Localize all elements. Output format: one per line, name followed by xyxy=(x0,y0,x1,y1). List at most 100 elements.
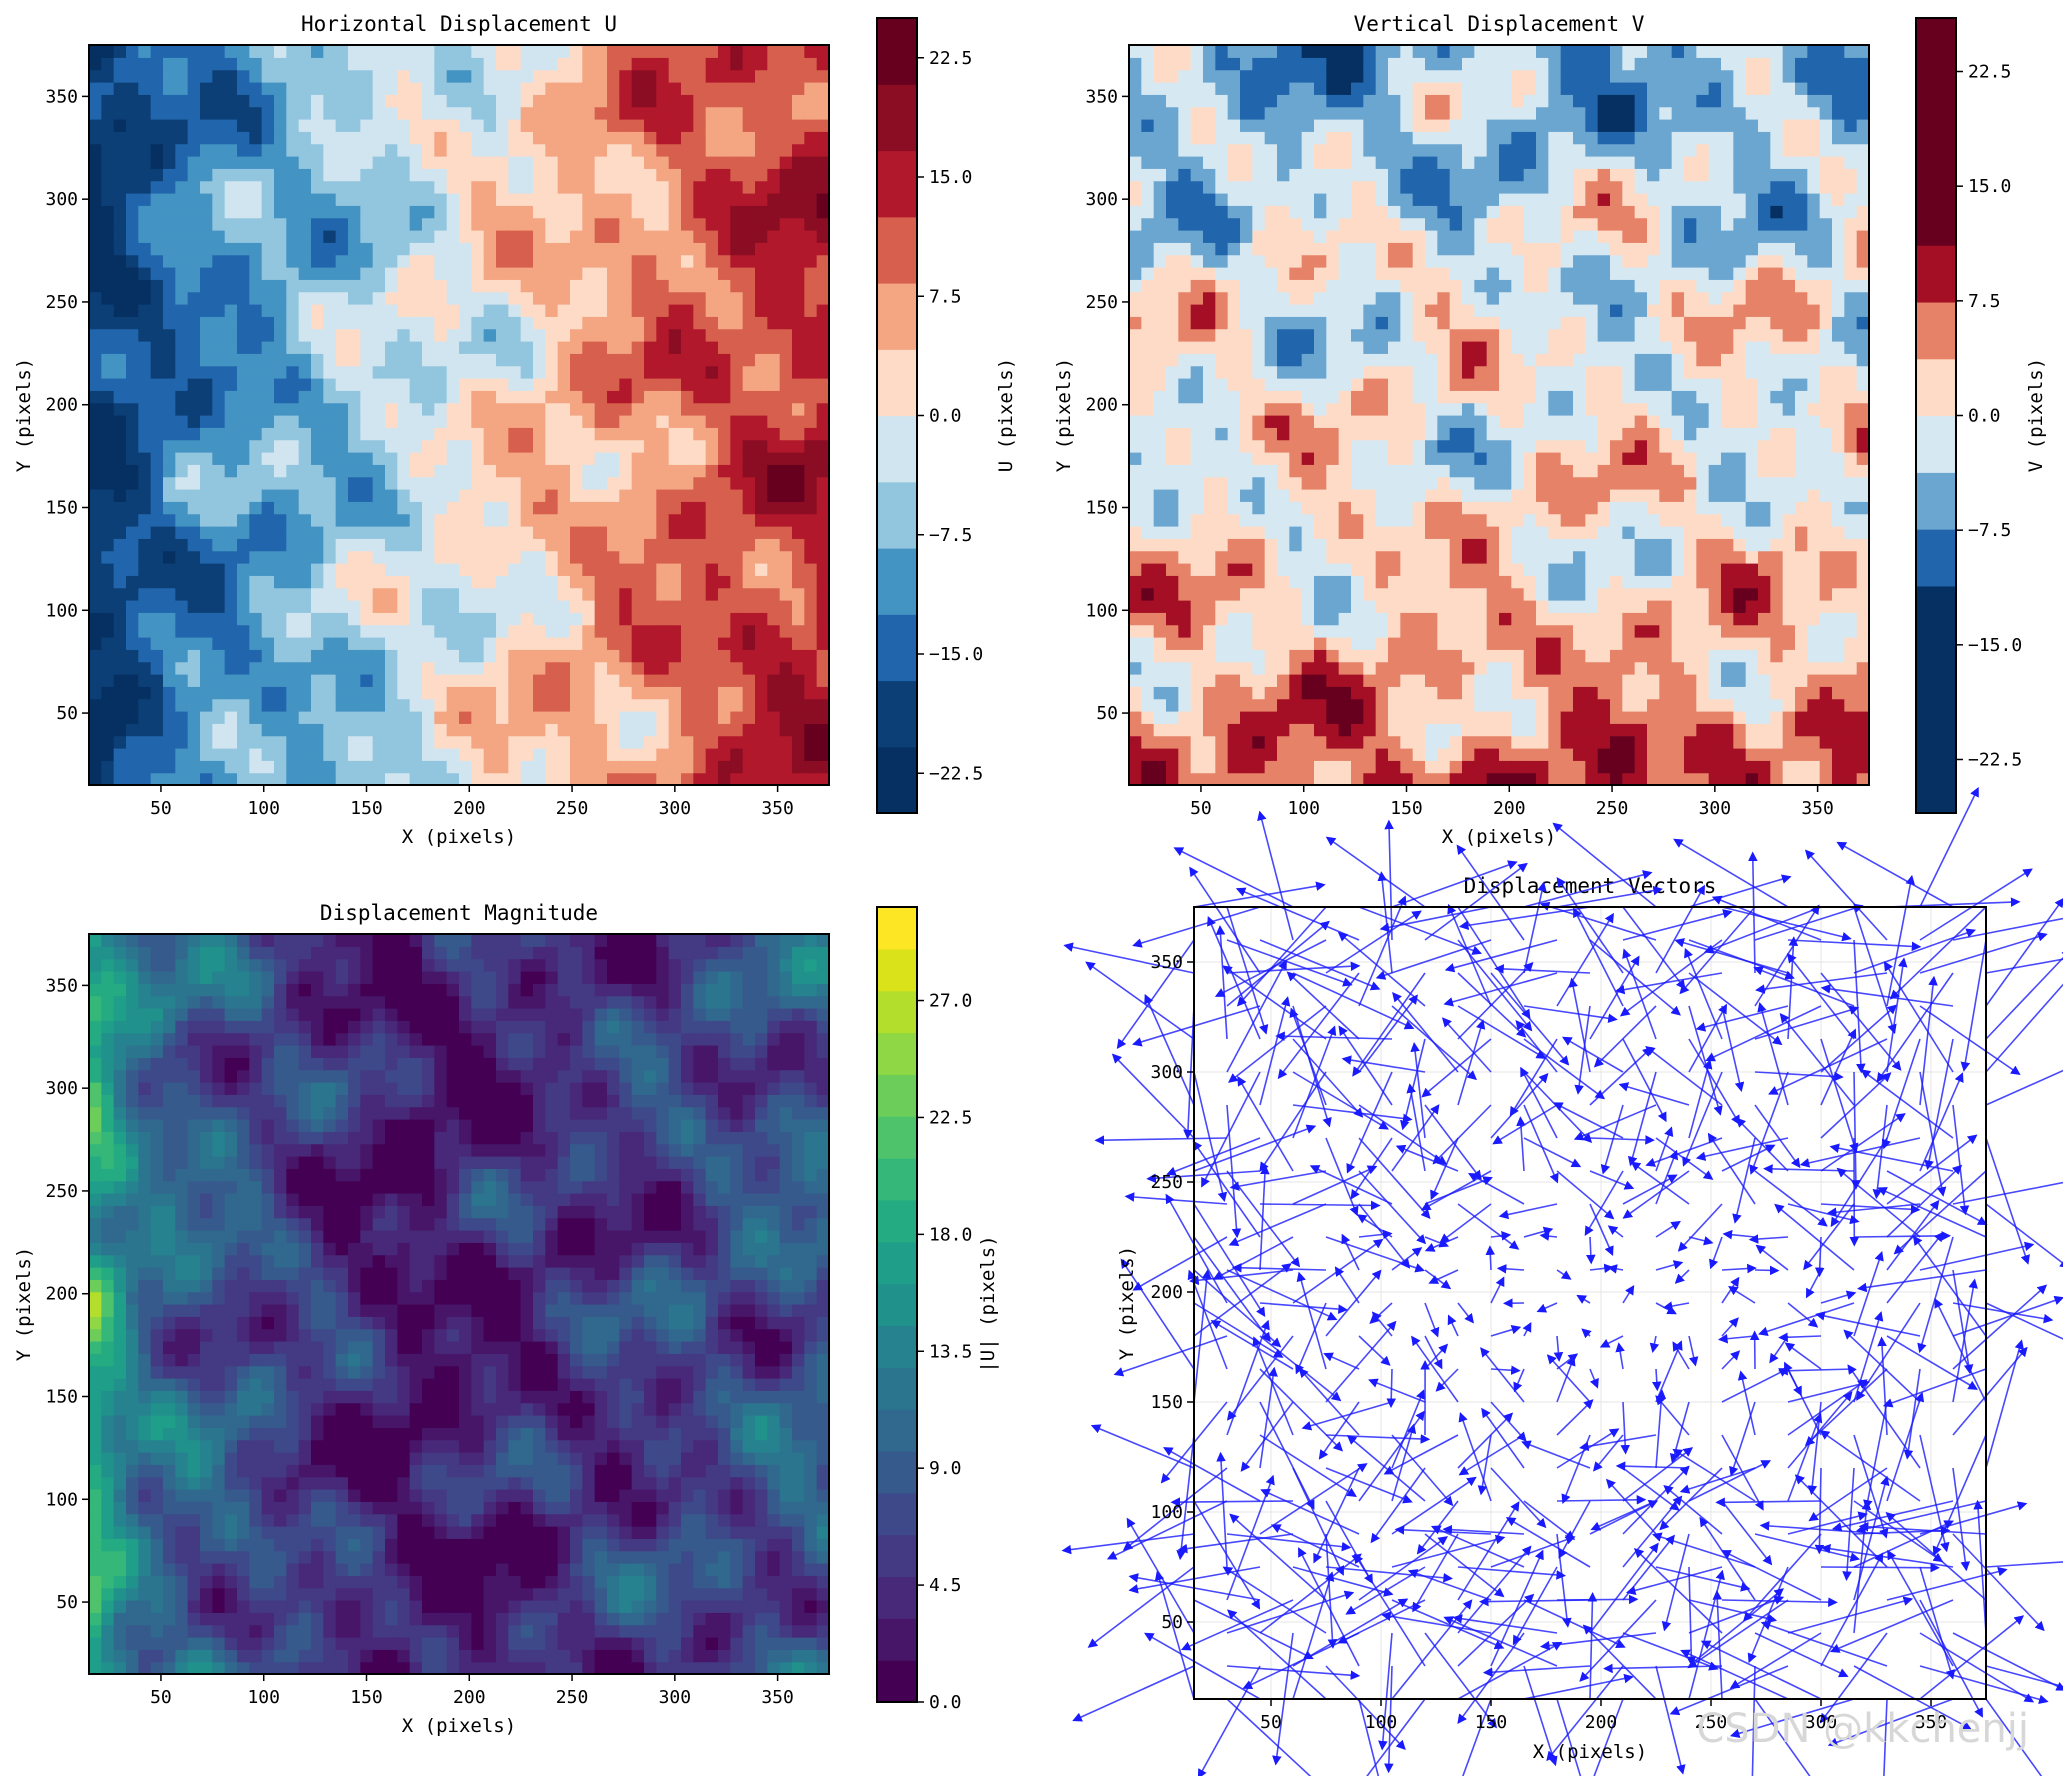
contour-cell xyxy=(175,661,189,675)
contour-cell xyxy=(545,131,559,145)
contour-cell xyxy=(582,254,596,268)
contour-cell xyxy=(298,575,312,589)
contour-cell xyxy=(372,772,386,786)
contour-cell xyxy=(619,513,633,527)
contour-cell xyxy=(681,291,694,305)
contour-cell xyxy=(792,390,805,404)
contour-cell xyxy=(224,760,238,774)
contour-cell xyxy=(224,637,238,650)
contour-cell xyxy=(446,230,460,243)
contour-cell xyxy=(237,45,250,58)
contour-cell xyxy=(1240,291,1253,305)
contour-cell xyxy=(1215,501,1229,515)
contour-cell xyxy=(545,587,559,601)
contour-cell xyxy=(730,649,744,663)
contour-cell xyxy=(1129,45,1142,58)
contour-cell xyxy=(1190,45,1204,58)
contour-cell xyxy=(274,328,287,342)
contour-cell xyxy=(644,538,657,552)
contour-cell xyxy=(681,735,694,749)
contour-cell xyxy=(816,316,830,330)
contour-cell xyxy=(483,464,497,478)
contour-cell xyxy=(422,304,435,317)
contour-cell xyxy=(434,526,448,539)
contour-cell xyxy=(1153,637,1167,650)
contour-cell xyxy=(1141,538,1155,552)
contour-cell xyxy=(1227,452,1241,465)
contour-cell xyxy=(1141,587,1155,601)
contour-cell xyxy=(557,735,571,749)
contour-cell xyxy=(718,217,731,231)
contour-cell xyxy=(459,291,472,305)
contour-cell xyxy=(249,439,263,453)
contour-cell xyxy=(249,723,263,737)
contour-cell xyxy=(409,131,423,145)
contour-cell xyxy=(360,760,374,774)
contour-cell xyxy=(212,205,226,219)
contour-cell xyxy=(175,230,189,243)
contour-cell xyxy=(792,131,805,145)
contour-cell xyxy=(767,674,781,687)
contour-cell xyxy=(730,711,744,724)
contour-cell xyxy=(471,402,485,416)
contour-cell xyxy=(483,217,497,231)
contour-cell xyxy=(1215,674,1229,687)
contour-cell xyxy=(101,94,115,108)
contour-cell xyxy=(459,267,472,280)
contour-cell xyxy=(804,575,818,589)
contour-cell xyxy=(755,538,768,552)
contour-cell xyxy=(533,69,546,83)
contour-cell xyxy=(261,328,275,342)
contour-cell xyxy=(656,193,670,206)
contour-cell xyxy=(1375,600,1389,613)
contour-cell xyxy=(138,513,152,527)
contour-cell xyxy=(1264,501,1278,515)
contour-cell xyxy=(693,772,707,786)
contour-cell xyxy=(1240,735,1253,749)
contour-cell xyxy=(1166,341,1179,354)
contour-cell xyxy=(237,390,250,404)
contour-cell xyxy=(200,279,213,293)
contour-cell xyxy=(1363,291,1377,305)
contour-cell xyxy=(1375,587,1389,601)
contour-cell xyxy=(1301,711,1315,724)
contour-cell xyxy=(150,304,164,317)
contour-cell xyxy=(1141,612,1155,626)
contour-cell xyxy=(656,205,670,219)
contour-cell xyxy=(1203,242,1216,256)
contour-cell xyxy=(422,637,435,650)
contour-cell xyxy=(607,649,620,663)
contour-cell xyxy=(520,242,534,256)
contour-cell xyxy=(89,242,102,256)
contour-cell xyxy=(1301,304,1315,317)
contour-cell xyxy=(286,772,300,786)
contour-cell xyxy=(459,402,472,416)
contour-cell xyxy=(742,452,756,465)
contour-cell xyxy=(446,143,460,157)
contour-cell xyxy=(520,439,534,453)
contour-cell xyxy=(557,513,571,527)
contour-cell xyxy=(311,476,324,490)
contour-cell xyxy=(187,550,201,564)
contour-cell xyxy=(434,267,448,280)
contour-cell xyxy=(459,674,472,687)
contour-cell xyxy=(483,205,497,219)
contour-cell xyxy=(311,45,324,58)
contour-cell xyxy=(792,291,805,305)
contour-cell xyxy=(397,217,411,231)
contour-cell xyxy=(1388,45,1401,58)
contour-cell xyxy=(1153,168,1167,182)
contour-cell xyxy=(1129,760,1142,774)
contour-cell xyxy=(681,600,694,613)
contour-cell xyxy=(1388,106,1401,120)
contour-cell xyxy=(1129,316,1142,330)
contour-cell xyxy=(1363,587,1377,601)
contour-cell xyxy=(483,772,497,786)
contour-cell xyxy=(1141,452,1155,465)
contour-cell xyxy=(459,452,472,465)
contour-cell xyxy=(212,82,226,95)
contour-cell xyxy=(335,563,349,576)
contour-cell xyxy=(101,168,115,182)
contour-cell xyxy=(459,526,472,539)
contour-cell xyxy=(187,94,201,108)
